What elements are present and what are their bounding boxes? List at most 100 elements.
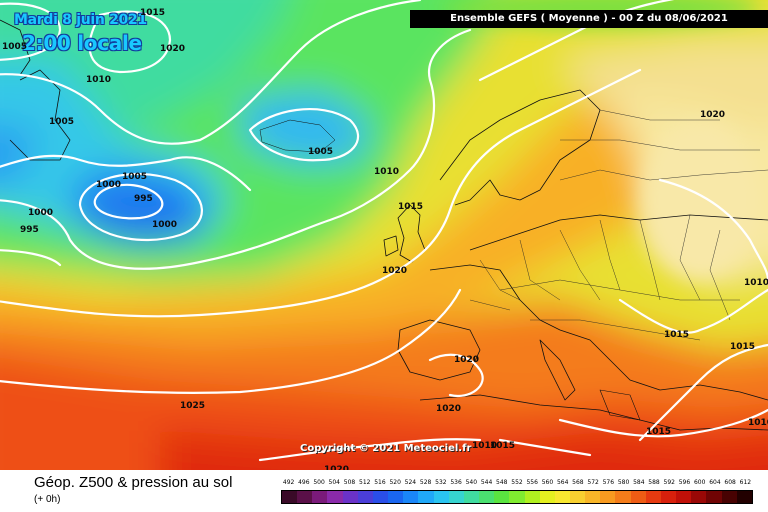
color-scale-cell (676, 491, 692, 503)
color-scale-cell (433, 491, 449, 503)
color-scale-label: 600 (693, 479, 706, 486)
color-scale-cell (388, 491, 404, 503)
coastlines (0, 19, 768, 431)
color-scale-label: 540 (465, 479, 478, 486)
color-scale-cell (569, 491, 586, 503)
color-scale-cell (342, 491, 358, 503)
isobar-label: 1020 (382, 266, 408, 276)
color-scale-cell (660, 491, 677, 503)
isobar-label: 1020 (454, 355, 480, 365)
isobar-label: 1015 (646, 427, 672, 437)
color-scale-cell (479, 491, 495, 503)
color-scale-label: 520 (389, 479, 401, 486)
isobar-label: 1015 (398, 202, 424, 212)
isobar-label: 1020 (436, 404, 462, 414)
color-scale-label: 536 (450, 479, 462, 486)
color-scale-cell (282, 491, 298, 503)
isobar-label: 1010 (472, 441, 498, 451)
color-scale-label: 548 (496, 479, 508, 486)
color-scale-cell (418, 491, 434, 503)
color-scale-cell (615, 491, 631, 503)
color-scale-cell (297, 491, 313, 503)
color-scale-label: 568 (572, 479, 584, 486)
map-subtitle: (+ 0h) (34, 494, 61, 505)
isobar-label: 1000 (28, 208, 54, 218)
isobar-label: 1005 (49, 117, 75, 127)
color-scale-label: 588 (648, 479, 660, 486)
isobar-label: 1020 (160, 44, 186, 54)
color-scale-cell (585, 491, 601, 503)
color-scale-cell (691, 491, 707, 503)
isobar-label: 1015 (730, 342, 756, 352)
color-scale-label: 500 (313, 479, 325, 486)
color-scale-cell (554, 491, 570, 503)
color-scale-cell (463, 491, 480, 503)
color-scale-cell (645, 491, 661, 503)
color-scale-cell (312, 491, 328, 503)
color-scale-cell (539, 491, 555, 503)
color-scale-cell (448, 491, 464, 503)
color-scale-label: 592 (663, 479, 675, 486)
isobar-label: 1005 (122, 172, 148, 182)
color-scale-cell (524, 491, 540, 503)
color-scale-label: 604 (709, 479, 721, 486)
color-scale-label: 596 (678, 479, 691, 486)
isobar-label: 995 (20, 225, 39, 235)
color-scale-label: 556 (526, 479, 538, 486)
color-scale-cell (372, 491, 389, 503)
isobar-label: 1000 (152, 220, 178, 230)
isobar-lines (0, 0, 768, 460)
country-borders (469, 109, 768, 341)
color-scale-cell (736, 491, 752, 503)
color-scale-cell (327, 491, 343, 503)
color-scale-cell (509, 491, 525, 503)
color-scale-label: 552 (511, 479, 523, 486)
isobar-label: 1020 (700, 110, 726, 120)
color-scale-label: 580 (617, 479, 630, 486)
isobar-label: 1015 (490, 441, 516, 451)
color-scale-label: 508 (343, 479, 356, 486)
isobar-label: 1010 (86, 75, 112, 85)
color-scale-cell (706, 491, 722, 503)
model-run-label: Ensemble GEFS ( Moyenne ) - 00 Z du 08/0… (410, 10, 768, 28)
color-scale-label: 496 (298, 479, 310, 486)
color-scale-cell (721, 491, 737, 503)
color-scale-label: 532 (435, 479, 447, 486)
color-scale-label: 524 (404, 479, 417, 486)
color-scale-cell (403, 491, 419, 503)
color-scale-label: 584 (633, 479, 645, 486)
isobar-label: 1000 (96, 180, 122, 190)
forecast-time: 2:00 locale (22, 31, 142, 55)
map-title: Géop. Z500 & pression au sol (34, 474, 233, 491)
isobar-label: 995 (134, 194, 153, 204)
color-scale-cell (630, 491, 646, 503)
color-scale-label: 492 (282, 479, 295, 486)
geopotential-map (0, 0, 768, 470)
color-scale-label: 564 (556, 479, 569, 486)
color-scale-label: 528 (419, 479, 432, 486)
color-scale-label: 572 (587, 479, 599, 486)
color-scale-label: 612 (739, 479, 752, 486)
isobar-label: 1005 (308, 147, 334, 157)
color-scale-label: 504 (328, 479, 340, 486)
color-scale-cell (600, 491, 616, 503)
isobar-label: 1010 (748, 418, 768, 428)
isobar-label: 1005 (2, 42, 28, 52)
isobar-label: 1015 (140, 8, 166, 18)
color-scale-label: 576 (602, 479, 615, 486)
copyright-text: Copyright © 2021 Meteociel.fr (300, 443, 472, 454)
isobar-label: 1025 (180, 401, 206, 411)
forecast-date: Mardi 8 juin 2021 (14, 12, 147, 28)
color-scale-cell (357, 491, 373, 503)
color-scale-label: 608 (724, 479, 736, 486)
color-scale-label: 512 (359, 479, 371, 486)
color-scale-label: 560 (541, 479, 554, 486)
color-scale-bar (281, 490, 753, 504)
color-scale-labels: 492 496 500 504 508 512 516 520 524 528 532 536 540 5… (281, 479, 753, 489)
color-scale-label: 516 (374, 479, 386, 486)
color-scale-label: 544 (480, 479, 493, 486)
isobar-label: 1010 (744, 278, 768, 288)
isobar-label: 1010 (374, 167, 400, 177)
color-scale-cell (494, 491, 510, 503)
